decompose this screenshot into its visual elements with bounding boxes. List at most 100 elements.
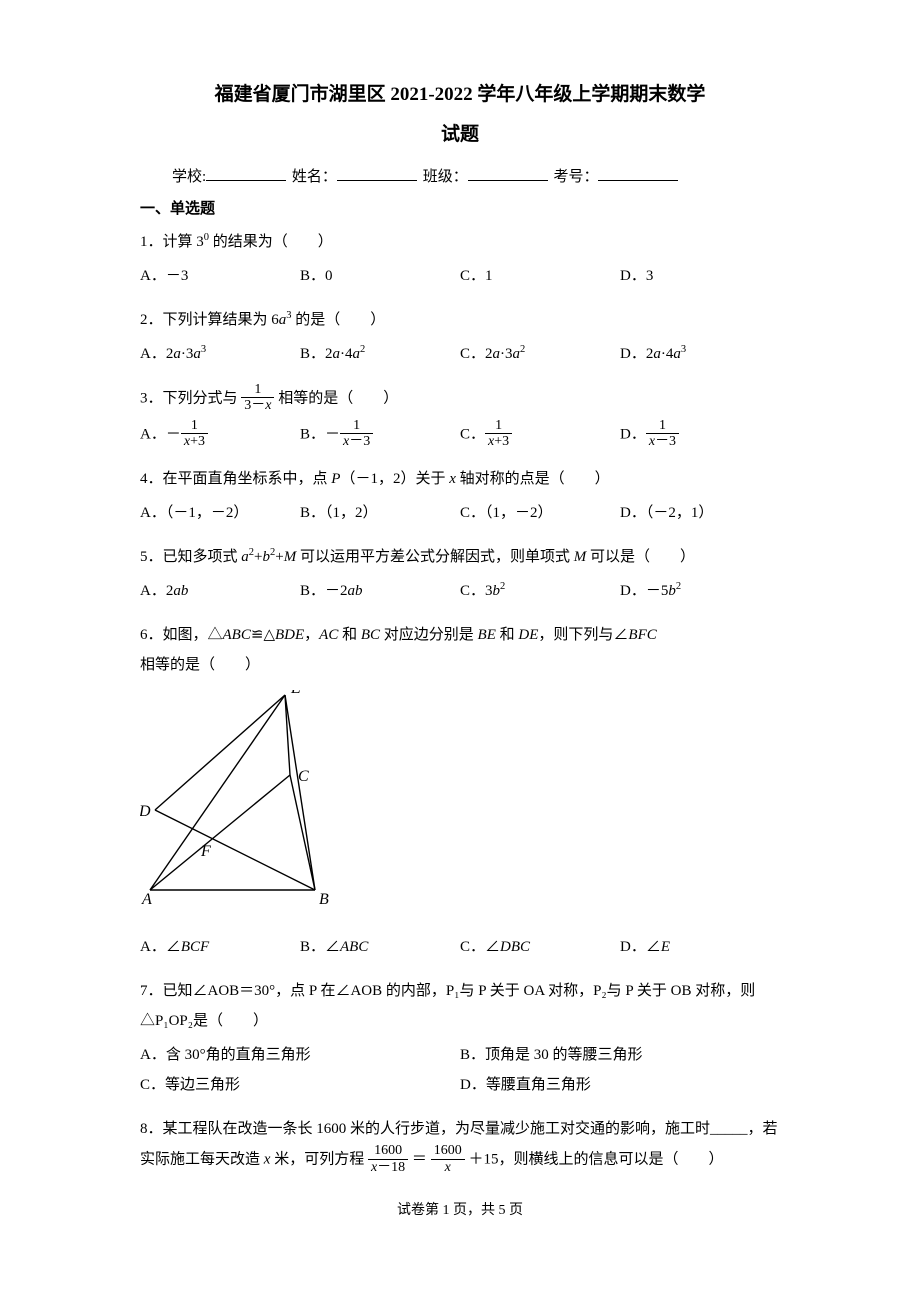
t: 轴对称的点是（ ） — [456, 471, 610, 487]
t: D．－5 — [620, 583, 668, 599]
school-label: 学校: — [172, 169, 206, 185]
q3-opt-b: B．－1x－3 — [300, 419, 460, 451]
t: ·4 — [661, 346, 674, 362]
t: C．2 — [460, 346, 493, 362]
q2-t2: 的是（ ） — [292, 312, 386, 328]
i: a — [193, 346, 201, 362]
t: 3．下列分式与 — [140, 390, 238, 406]
den: 3－x — [241, 397, 274, 413]
examno-blank — [598, 166, 678, 181]
class-blank — [468, 166, 548, 181]
f: 1x－3 — [646, 418, 679, 450]
t: 6．如图，△ — [140, 627, 223, 643]
q5-opt-b: B．－2ab — [300, 576, 460, 606]
num: 1 — [241, 382, 274, 397]
q3-opt-c: C．1x+3 — [460, 419, 620, 451]
t: 和 — [338, 627, 361, 643]
i: BDE — [275, 627, 304, 643]
i: x — [445, 1160, 451, 1175]
t: A．2 — [140, 583, 173, 599]
question-7: 7．已知∠AOB＝30°，点 P 在∠AOB 的内部，P₁与 P 关于 OA 对… — [140, 976, 780, 1100]
t: ·3 — [500, 346, 513, 362]
f2: 1600x — [431, 1143, 465, 1175]
q1-text2: 的结果为（ ） — [209, 234, 333, 250]
t: 对应边分别是 — [380, 627, 478, 643]
q6-opt-a: A．∠BCF — [140, 932, 300, 962]
i: a — [173, 346, 181, 362]
i: AC — [319, 627, 338, 643]
d: x－3 — [340, 433, 373, 449]
n: 1600 — [368, 1143, 408, 1158]
svg-text:C: C — [298, 768, 309, 785]
q2-opt-c: C．2a·3a2 — [460, 339, 620, 369]
q1-options: A．－3 B．0 C．1 D．3 — [140, 261, 780, 291]
t: A．∠ — [140, 939, 181, 955]
eq: ＝ — [412, 1152, 427, 1168]
q1-opt-a: A．－3 — [140, 261, 300, 291]
q6-stem: 6．如图，△ABC≌△BDE，AC 和 BC 对应边分别是 BE 和 DE，则下… — [140, 620, 780, 680]
q5-opt-c: C．3b2 — [460, 576, 620, 606]
t: ＋15 — [468, 1152, 498, 1168]
triangle-diagram: ABCDEF — [140, 690, 335, 905]
q6-figure: ABCDEF — [140, 690, 780, 916]
q6-opt-c: C．∠DBC — [460, 932, 620, 962]
d: x+3 — [485, 433, 512, 449]
q3-opt-a: A．－1x+3 — [140, 419, 300, 451]
i: a — [513, 346, 521, 362]
s: 2 — [500, 581, 505, 592]
i: ABC — [340, 939, 368, 955]
question-1: 1．计算 30 的结果为（ ） A．－3 B．0 C．1 D．3 — [140, 227, 780, 291]
s: 3 — [201, 344, 206, 355]
t: －3 — [349, 434, 370, 449]
i: DE — [518, 627, 538, 643]
q5-options: A．2ab B．－2ab C．3b2 D．－5b2 — [140, 576, 780, 606]
q8-stem: 8．某工程队在改造一条长 1600 米的人行步道，为尽量减少施工对交通的影响，施… — [140, 1114, 780, 1176]
f: 1x+3 — [181, 418, 208, 450]
t: C．3 — [460, 583, 493, 599]
s: 2 — [270, 547, 275, 558]
question-2: 2．下列计算结果为 6a3 的是（ ） A．2a·3a3 B．2a·4a2 C．… — [140, 305, 780, 369]
q7-opt-b: B．顶角是 30 的等腰三角形 — [460, 1040, 780, 1070]
s: 2 — [520, 344, 525, 355]
q1-stem: 1．计算 30 的结果为（ ） — [140, 227, 780, 257]
i: x — [265, 398, 271, 413]
form-line: 学校: 姓名： 班级： 考号： — [140, 165, 780, 189]
n: 1 — [340, 418, 373, 433]
title-sub: 试题 — [140, 120, 780, 150]
q5-opt-a: A．2ab — [140, 576, 300, 606]
svg-text:B: B — [319, 891, 329, 905]
t: 3－ — [244, 398, 265, 413]
q3-frac: 1 3－x — [241, 382, 274, 414]
t: ·3 — [181, 346, 194, 362]
question-5: 5．已知多项式 a2+b2+M 可以运用平方差公式分解因式，则单项式 M 可以是… — [140, 542, 780, 606]
q5-stem: 5．已知多项式 a2+b2+M 可以运用平方差公式分解因式，则单项式 M 可以是… — [140, 542, 780, 572]
t: +3 — [190, 434, 205, 449]
t: B．∠ — [300, 939, 340, 955]
name-label: 姓名： — [292, 169, 337, 185]
q2-opt-d: D．2a·4a3 — [620, 339, 780, 369]
i: E — [661, 939, 670, 955]
i: a — [333, 346, 341, 362]
i: b — [493, 583, 501, 599]
q7-stem: 7．已知∠AOB＝30°，点 P 在∠AOB 的内部，P₁与 P 关于 OA 对… — [140, 976, 780, 1036]
q4-options: A．（－1，－2） B．（1，2） C．（1，－2） D．（－2，1） — [140, 498, 780, 528]
q6-opt-b: B．∠ABC — [300, 932, 460, 962]
t: －18 — [377, 1160, 405, 1175]
school-blank — [206, 166, 286, 181]
t: 相等的是（ ） — [278, 390, 398, 406]
i: b — [668, 583, 676, 599]
s: 2 — [249, 547, 254, 558]
q1-opt-d: D．3 — [620, 261, 780, 291]
q1-opt-c: C．1 — [460, 261, 620, 291]
t: －3 — [655, 434, 676, 449]
t: D．∠ — [620, 939, 661, 955]
i: M — [284, 549, 297, 565]
q7-opt-c: C．等边三角形 — [140, 1070, 460, 1100]
q2-options: A．2a·3a3 B．2a·4a2 C．2a·3a2 D．2a·4a3 — [140, 339, 780, 369]
i: BFC — [628, 627, 656, 643]
class-label: 班级： — [423, 169, 468, 185]
q2-stem: 2．下列计算结果为 6a3 的是（ ） — [140, 305, 780, 335]
i: BC — [361, 627, 380, 643]
q6-opt-d: D．∠E — [620, 932, 780, 962]
q2-opt-a: A．2a·3a3 — [140, 339, 300, 369]
